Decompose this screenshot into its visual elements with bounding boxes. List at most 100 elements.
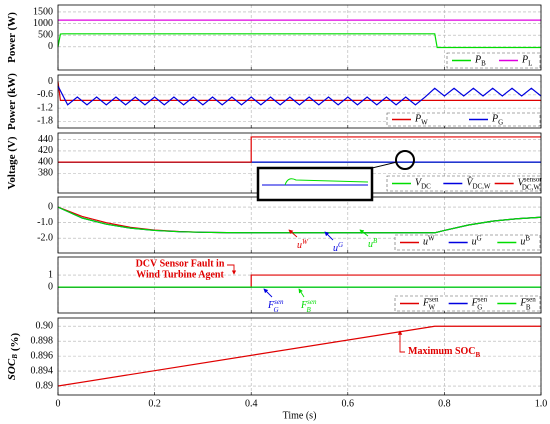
annotation-arrow [298, 288, 305, 298]
data-line [57, 206, 542, 234]
y-axis-label-part: SOC [6, 358, 18, 380]
legend-label-part: L [528, 59, 532, 67]
annotation-text-part: B [307, 306, 312, 314]
data-line [57, 85, 542, 106]
annotation-text-part: F [300, 300, 308, 311]
legend-label-part: sen [478, 295, 488, 303]
y-tick-label: -1.8 [37, 116, 53, 127]
annotation-text: Fsen G [267, 298, 284, 314]
y-tick-label: 0 [48, 41, 53, 52]
annotation-text-part: u [333, 243, 338, 254]
legend-label: Fsen G [471, 295, 488, 311]
annotation-text-part: W [302, 238, 309, 246]
y-tick-label: 1 [48, 269, 53, 280]
legend-label-part: DC,W [472, 182, 490, 190]
y-tick-label: 1500 [33, 6, 53, 17]
legend-label-part: DC [421, 182, 431, 190]
legend-label: uW [423, 234, 435, 248]
annotation-arrow [263, 288, 273, 298]
legend-label-part: G [477, 234, 482, 242]
annotation-text-part: B [373, 237, 378, 245]
x-tick-label: 0.6 [342, 398, 355, 409]
legend-label-part: B [526, 303, 531, 311]
y-tick-label: 440 [38, 134, 53, 145]
annotation-text: uW [297, 238, 309, 252]
annotation-text: DCV Sensor Fault in [136, 258, 225, 269]
y-tick-label: -1.0 [37, 217, 53, 228]
legend-label-part: F [471, 298, 479, 309]
legend-label: PG [491, 114, 503, 126]
legend-label-part: V̂ [466, 176, 474, 189]
x-axis-label: Time (s) [283, 410, 317, 421]
y-axis-label-part: Power (W) [6, 12, 18, 63]
legend-label-part: u [423, 237, 428, 248]
legend-label: Fsen B [519, 295, 536, 311]
legend-label-part: P [521, 55, 528, 66]
x-tick-label: 0.8 [438, 398, 451, 409]
legend-label: V̂DC,W [466, 176, 491, 190]
y-tick-label: 0.894 [31, 365, 54, 376]
annotation-text-part: Maximum SOC [408, 346, 476, 357]
y-axis-label-part: Voltage (V) [6, 136, 18, 189]
annotation-text-part: F [267, 300, 275, 311]
legend-label: PB [474, 55, 486, 67]
legend-label-part: V [415, 178, 423, 189]
zoom-circle [395, 150, 415, 170]
x-tick-label: 0.4 [245, 398, 258, 409]
annotation-arrow [288, 229, 298, 238]
legend-label: VDC [415, 178, 431, 190]
legend-box [446, 52, 541, 69]
legend-label-part: sensor [524, 175, 543, 183]
y-axis-label: Power (kW) [6, 73, 18, 130]
legend-label-part: G [477, 303, 482, 311]
panel-frame [57, 317, 542, 396]
y-tick-label: -2.0 [37, 233, 53, 244]
y-tick-label: 400 [38, 156, 53, 167]
panel-frame [57, 256, 542, 314]
legend-label-part: G [498, 118, 503, 126]
zoom-connector [371, 161, 398, 169]
legend-label: uB [520, 234, 530, 248]
y-axis-label: Power (W) [6, 12, 18, 63]
y-tick-label: -1.2 [37, 102, 53, 113]
data-line [58, 136, 541, 163]
legend-label-part: u [472, 237, 477, 248]
y-tick-label: 0.90 [36, 321, 54, 332]
y-axis-label: Voltage (V) [6, 136, 18, 189]
y-tick-label: 0.896 [31, 350, 54, 361]
panel-frame [57, 4, 542, 71]
legend-label-part: P [491, 114, 498, 125]
legend-label-part: DC,W [522, 183, 540, 191]
annotation-text: Maximum SOCB [408, 346, 481, 358]
annotation-text-part: G [274, 306, 279, 314]
y-tick-label: 500 [38, 29, 53, 40]
annotation-text: Fsen B [300, 298, 317, 314]
legend-label-part: F [422, 298, 430, 309]
y-tick-label: 380 [38, 168, 53, 179]
legend-label-part: W [429, 303, 436, 311]
legend-label-part: P [414, 114, 421, 125]
data-line [57, 325, 541, 387]
legend-label-part: W [421, 118, 428, 126]
legend-label-part: u [520, 237, 525, 248]
annotation-text-part: sen [274, 298, 284, 306]
legend-box [386, 112, 541, 127]
annotation-text-part: u [368, 239, 373, 250]
y-tick-label: 1000 [33, 18, 53, 29]
legend-label-part: B [525, 234, 530, 242]
legend-label: uG [472, 234, 482, 248]
y-tick-label: 420 [38, 145, 53, 156]
y-axis-label-part: Power (kW) [6, 73, 18, 130]
zoom-inset-line [284, 178, 369, 186]
legend-label-part: V [518, 178, 526, 189]
x-tick-label: 1.0 [535, 398, 548, 409]
legend-label: Vsensor DC,W [518, 175, 543, 191]
legend-label: PL [521, 55, 532, 67]
y-tick-label: 0 [48, 201, 53, 212]
legend-label-part: B [481, 59, 486, 67]
x-tick-label: 0 [56, 398, 61, 409]
legend-label-part: P [474, 55, 481, 66]
legend-label-part: sen [526, 295, 536, 303]
